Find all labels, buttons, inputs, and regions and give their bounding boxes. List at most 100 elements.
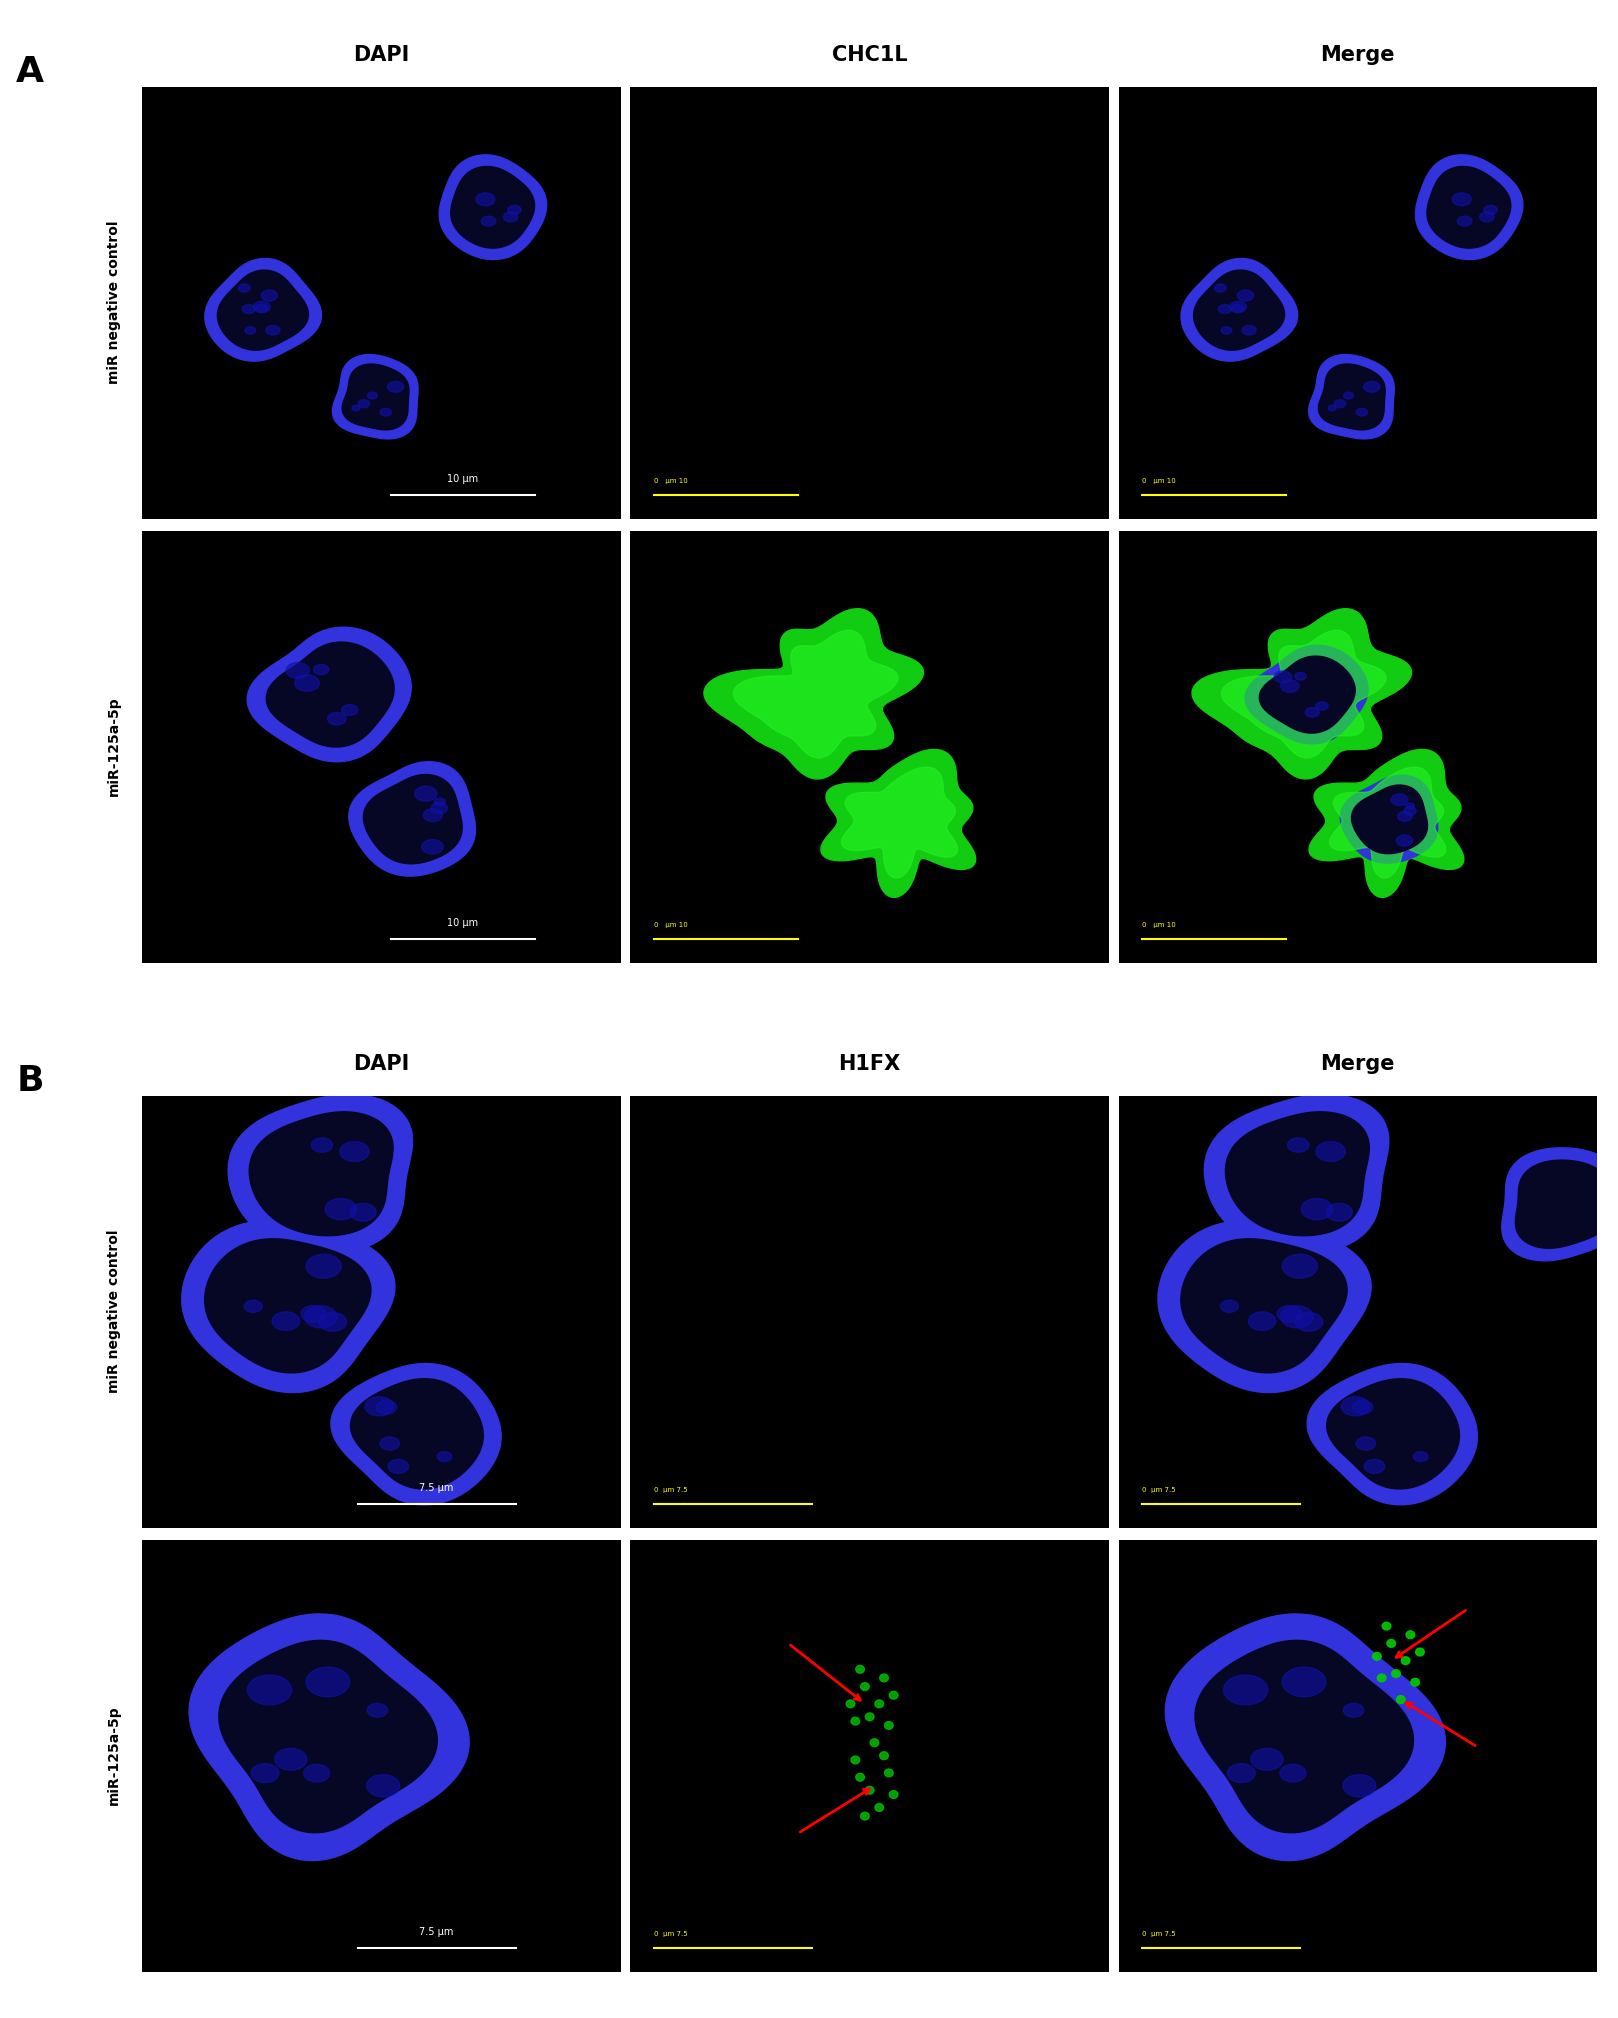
Polygon shape xyxy=(1165,1614,1445,1861)
Polygon shape xyxy=(332,1364,502,1505)
Ellipse shape xyxy=(367,391,377,400)
Text: 0   μm 10: 0 μm 10 xyxy=(654,478,688,484)
Ellipse shape xyxy=(351,406,359,412)
Ellipse shape xyxy=(380,408,392,416)
Ellipse shape xyxy=(238,285,251,293)
Ellipse shape xyxy=(1277,1306,1302,1322)
Ellipse shape xyxy=(885,1770,893,1776)
Ellipse shape xyxy=(430,803,448,813)
Polygon shape xyxy=(218,1641,437,1832)
Polygon shape xyxy=(1427,165,1511,248)
Text: miR-125a-5p: miR-125a-5p xyxy=(107,696,121,797)
Ellipse shape xyxy=(254,301,270,313)
Ellipse shape xyxy=(1306,708,1319,716)
Polygon shape xyxy=(189,1614,469,1861)
Ellipse shape xyxy=(358,400,371,408)
Polygon shape xyxy=(1340,775,1438,864)
Ellipse shape xyxy=(1275,670,1291,682)
Ellipse shape xyxy=(1391,1669,1400,1677)
Ellipse shape xyxy=(424,809,442,821)
Ellipse shape xyxy=(875,1804,883,1812)
Polygon shape xyxy=(1351,785,1427,854)
Ellipse shape xyxy=(377,1400,396,1415)
Ellipse shape xyxy=(327,712,346,724)
Ellipse shape xyxy=(1364,381,1380,391)
Text: 0  μm 7.5: 0 μm 7.5 xyxy=(654,1487,688,1493)
Ellipse shape xyxy=(341,704,358,716)
Polygon shape xyxy=(364,775,463,864)
Ellipse shape xyxy=(481,216,495,226)
Polygon shape xyxy=(217,270,309,351)
Ellipse shape xyxy=(244,1300,262,1312)
Ellipse shape xyxy=(388,381,403,391)
Polygon shape xyxy=(1204,1094,1388,1253)
Ellipse shape xyxy=(861,1812,869,1820)
Polygon shape xyxy=(1259,656,1356,733)
Ellipse shape xyxy=(1364,1459,1385,1473)
Ellipse shape xyxy=(1398,811,1413,821)
Ellipse shape xyxy=(1382,1622,1391,1631)
Polygon shape xyxy=(1244,646,1367,745)
Polygon shape xyxy=(1194,270,1285,351)
Text: Merge: Merge xyxy=(1320,46,1395,65)
Text: A: A xyxy=(16,54,44,89)
Ellipse shape xyxy=(251,1764,278,1782)
Ellipse shape xyxy=(1391,793,1408,805)
Polygon shape xyxy=(1327,1378,1459,1489)
Ellipse shape xyxy=(1243,325,1256,335)
Ellipse shape xyxy=(1230,301,1246,313)
Ellipse shape xyxy=(422,839,443,854)
Polygon shape xyxy=(1319,363,1385,430)
Ellipse shape xyxy=(244,327,256,335)
Ellipse shape xyxy=(866,1786,874,1794)
Ellipse shape xyxy=(1223,1675,1269,1705)
Polygon shape xyxy=(332,355,417,438)
Ellipse shape xyxy=(314,664,328,674)
Ellipse shape xyxy=(388,1459,409,1473)
Text: 7.5 μm: 7.5 μm xyxy=(419,1483,453,1493)
Ellipse shape xyxy=(306,1255,341,1277)
Ellipse shape xyxy=(437,1451,451,1461)
Polygon shape xyxy=(1309,355,1395,438)
Text: 10 μm: 10 μm xyxy=(447,474,479,484)
Ellipse shape xyxy=(880,1752,888,1760)
Ellipse shape xyxy=(1238,291,1254,301)
Ellipse shape xyxy=(1251,1748,1283,1770)
Ellipse shape xyxy=(1377,1675,1387,1681)
Ellipse shape xyxy=(1288,1138,1309,1152)
Ellipse shape xyxy=(367,1703,388,1717)
Polygon shape xyxy=(349,761,476,876)
Ellipse shape xyxy=(1458,216,1472,226)
Ellipse shape xyxy=(1406,803,1414,809)
Polygon shape xyxy=(248,628,411,761)
Ellipse shape xyxy=(1411,1679,1419,1687)
Text: H1FX: H1FX xyxy=(838,1055,901,1074)
Ellipse shape xyxy=(1372,1653,1382,1661)
Ellipse shape xyxy=(1294,672,1306,680)
Ellipse shape xyxy=(306,1667,349,1697)
Ellipse shape xyxy=(1327,1203,1353,1221)
Polygon shape xyxy=(351,1378,484,1489)
Ellipse shape xyxy=(380,1437,400,1451)
Ellipse shape xyxy=(1451,194,1471,206)
Ellipse shape xyxy=(1222,327,1231,335)
Ellipse shape xyxy=(1328,406,1336,412)
Ellipse shape xyxy=(1294,1312,1324,1332)
Ellipse shape xyxy=(366,1396,393,1417)
Ellipse shape xyxy=(866,1713,874,1721)
Ellipse shape xyxy=(1356,1437,1375,1451)
Ellipse shape xyxy=(1396,835,1413,846)
Polygon shape xyxy=(1181,1239,1348,1372)
Ellipse shape xyxy=(1343,1774,1375,1796)
Ellipse shape xyxy=(1401,1657,1409,1665)
Text: Merge: Merge xyxy=(1320,1055,1395,1074)
Ellipse shape xyxy=(846,1699,854,1707)
Ellipse shape xyxy=(367,1774,400,1796)
Polygon shape xyxy=(1225,1112,1369,1235)
Ellipse shape xyxy=(1484,206,1497,214)
Ellipse shape xyxy=(851,1717,859,1725)
Text: DAPI: DAPI xyxy=(353,46,409,65)
Ellipse shape xyxy=(1315,1142,1345,1162)
Ellipse shape xyxy=(508,206,521,214)
Ellipse shape xyxy=(1341,1396,1369,1417)
